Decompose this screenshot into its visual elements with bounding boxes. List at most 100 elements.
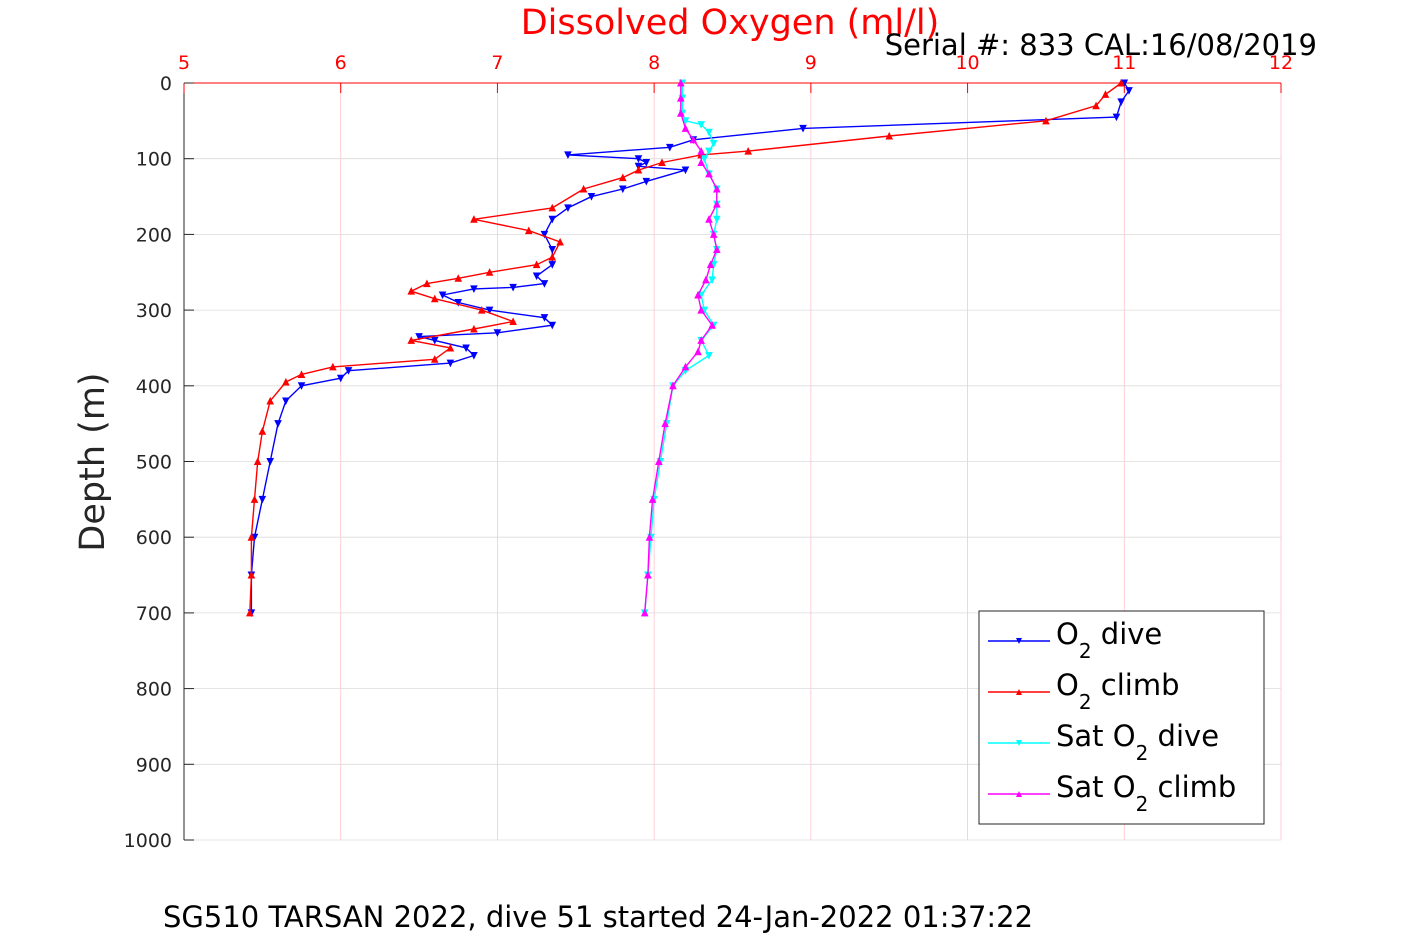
data-point (548, 215, 557, 224)
y-tick-label: 300 (136, 300, 172, 322)
data-point (713, 245, 721, 254)
data-point (253, 457, 262, 465)
series-line (249, 82, 1122, 613)
data-point (336, 374, 345, 383)
data-point (247, 570, 256, 579)
y-tick-label: 600 (136, 527, 172, 549)
data-point (470, 352, 478, 360)
x-tick-label: 5 (178, 52, 190, 74)
data-point (634, 165, 643, 174)
data-point (548, 203, 557, 212)
data-point (694, 290, 702, 299)
data-point (470, 324, 478, 333)
legend-box (978, 610, 1265, 825)
data-point (407, 287, 416, 295)
data-point (548, 321, 557, 330)
data-point (540, 280, 549, 288)
data-point (705, 147, 713, 156)
data-point (540, 314, 549, 322)
x-tick-label: 6 (335, 52, 347, 74)
data-point (705, 215, 713, 223)
data-point (705, 169, 713, 178)
data-point (509, 317, 517, 325)
data-point (297, 370, 306, 378)
data-point (266, 396, 275, 405)
data-point (564, 151, 572, 160)
data-point (705, 352, 713, 360)
data-point (645, 533, 654, 541)
y-tick-label: 700 (136, 603, 172, 625)
data-point (297, 382, 306, 390)
series-group (246, 78, 1133, 618)
data-point (708, 321, 716, 329)
data-point (713, 200, 721, 208)
data-point (655, 457, 663, 465)
data-point (246, 608, 254, 617)
data-point (477, 305, 486, 314)
data-point (485, 306, 494, 315)
data-point (706, 260, 715, 269)
x-tick-label: 9 (805, 52, 817, 74)
data-point (697, 305, 705, 314)
series-o2-dive (247, 79, 1133, 618)
data-point (446, 359, 455, 368)
data-point (799, 124, 807, 133)
data-point (407, 336, 416, 344)
data-point (532, 272, 541, 281)
data-point (446, 343, 455, 352)
data-point (697, 147, 705, 155)
data-point (430, 336, 439, 345)
data-point (470, 285, 478, 294)
data-point (713, 215, 721, 224)
series-o2-climb (246, 78, 1125, 617)
series-sat-o2-climb (640, 78, 721, 617)
chart-title: Dissolved Oxygen (ml/l) (521, 3, 940, 43)
data-point (644, 570, 652, 579)
y-tick-label: 200 (136, 224, 172, 246)
data-point (885, 131, 894, 140)
y-tick-label: 100 (136, 149, 172, 171)
data-point (258, 427, 267, 435)
data-point (430, 294, 439, 303)
data-point (430, 355, 439, 363)
data-point (1112, 113, 1121, 122)
data-point (618, 173, 627, 182)
data-point (438, 291, 447, 300)
x-tick-label: 10 (955, 52, 979, 74)
y-tick-label: 1000 (124, 830, 172, 852)
axes: 5 6 7 8 9 10 11 12 0 100 200 300 400 500 600 700 800 900 1… (124, 52, 1293, 852)
data-point (1042, 116, 1050, 125)
y-tick-label: 800 (136, 679, 172, 701)
data-point (694, 347, 702, 356)
y-axis-label: Depth (m) (73, 372, 113, 551)
data-point (423, 279, 431, 288)
data-point (642, 158, 651, 167)
data-point (681, 362, 690, 371)
y-tick-label: 500 (136, 452, 172, 474)
y-tick-label: 400 (136, 376, 172, 398)
data-point (532, 260, 541, 269)
data-point (540, 230, 549, 239)
data-point (493, 329, 502, 337)
dive-caption: SG510 TARSAN 2022, dive 51 started 24-Ja… (163, 900, 1033, 934)
data-point (697, 336, 705, 344)
legend-marker (1016, 740, 1022, 746)
data-point (676, 94, 685, 102)
data-point (454, 274, 463, 282)
data-point (634, 155, 643, 163)
data-point (681, 124, 690, 132)
data-point (329, 362, 337, 371)
data-point (548, 246, 557, 254)
data-point (344, 367, 353, 375)
data-point (454, 299, 463, 307)
legend-entry-label: Sat O2 climb (1056, 770, 1236, 816)
data-point (658, 158, 666, 166)
data-point (548, 261, 557, 269)
data-point (676, 109, 685, 117)
data-point (1125, 87, 1133, 95)
x-tick-label: 11 (1112, 52, 1136, 74)
data-point (462, 344, 470, 353)
data-point (709, 140, 718, 148)
data-point (676, 78, 685, 87)
